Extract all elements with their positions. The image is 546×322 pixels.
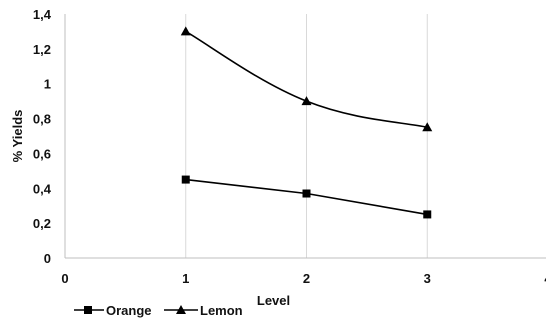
x-tick-label: 2 — [303, 271, 310, 286]
data-point-triangle — [180, 26, 191, 36]
legend-item-lemon: Lemon — [164, 303, 243, 318]
x-tick-label: 4 — [544, 271, 546, 286]
x-tick-label: 3 — [424, 271, 431, 286]
y-tick-label: 0,8 — [33, 112, 51, 127]
y-tick-label: 1 — [44, 77, 51, 92]
series — [180, 26, 433, 219]
x-tick-labels: 0 1 2 3 4 — [61, 271, 546, 286]
data-point-triangle — [301, 96, 312, 106]
y-tick-labels: 0 0,2 0,4 0,6 0,8 1 1,2 1,4 — [33, 7, 52, 266]
x-tick-label: 0 — [61, 271, 68, 286]
y-tick-label: 0 — [44, 251, 51, 266]
y-tick-label: 0,4 — [33, 181, 52, 196]
legend-marker-triangle — [176, 305, 186, 314]
data-point-square — [181, 175, 190, 184]
y-axis-title: % Yields — [10, 110, 25, 163]
y-tick-label: 0,2 — [33, 216, 51, 231]
legend-label-orange: Orange — [106, 303, 152, 318]
gridlines — [185, 14, 428, 258]
axes — [64, 14, 546, 259]
data-point-square — [423, 210, 432, 219]
y-tick-label: 1,2 — [33, 42, 51, 57]
legend-marker-square — [84, 306, 92, 314]
data-point-square — [302, 189, 311, 198]
legend-item-orange: Orange — [74, 303, 152, 318]
x-tick-label: 1 — [182, 271, 189, 286]
y-tick-label: 0,6 — [33, 146, 51, 161]
y-tick-label: 1,4 — [33, 7, 52, 22]
x-axis-title: Level — [257, 293, 290, 308]
legend: Orange Lemon — [74, 303, 243, 318]
data-point-triangle — [422, 122, 433, 132]
legend-label-lemon: Lemon — [200, 303, 243, 318]
